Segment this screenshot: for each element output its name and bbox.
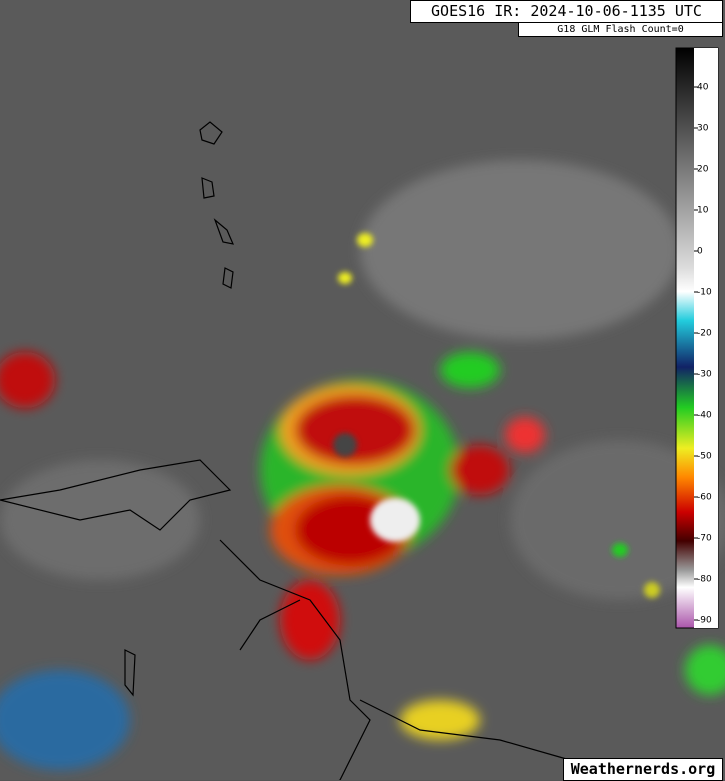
tick-label: 0 (697, 247, 703, 257)
tick-label: -20 (697, 329, 712, 339)
tick-label: -50 (697, 452, 712, 462)
tick-label: -60 (697, 493, 712, 503)
credit: Weathernerds.org (563, 758, 723, 781)
subtitle: G18 GLM Flash Count=0 (518, 22, 723, 37)
tick-label: 40 (697, 83, 709, 93)
tick-label: -70 (697, 534, 712, 544)
coastlines (0, 121, 571, 780)
tick-label: 20 (697, 165, 709, 175)
tick-label: -10 (697, 288, 712, 298)
colorbar-label-area (694, 48, 718, 628)
cloud-tops (333, 233, 660, 598)
colorbar-ticks: 40 30 20 10 0 -10 -20 -30 -40 -50 -60 -70 -80 -90 (694, 83, 712, 626)
title: GOES16 IR: 2024-10-06-1135 UTC (410, 0, 723, 23)
tick-label: -90 (697, 616, 712, 626)
tick-label: -40 (697, 411, 712, 421)
tick-label: -30 (697, 370, 712, 380)
tick-label: -80 (697, 575, 712, 585)
tick-label: 30 (697, 124, 709, 134)
tick-label: 10 (697, 206, 709, 216)
